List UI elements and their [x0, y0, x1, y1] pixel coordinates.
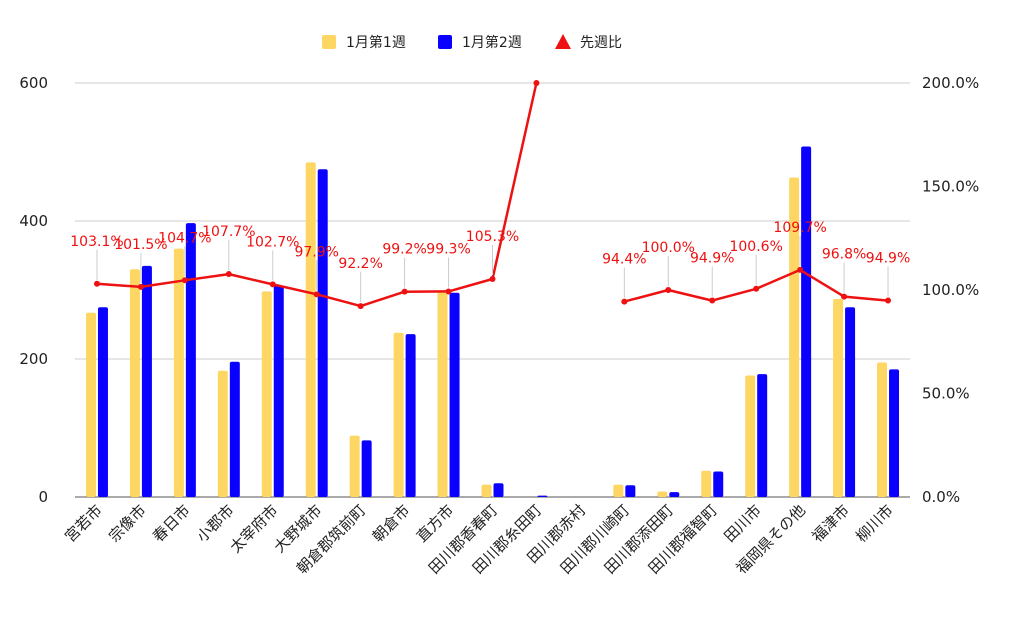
ratio-point: [269, 281, 276, 288]
bar-week2: [493, 483, 504, 497]
ratio-data-label: 99.3%: [426, 241, 470, 257]
category-label: 福津市: [808, 501, 853, 546]
bar-week1: [481, 484, 492, 497]
category-label: 太宰府市: [226, 501, 281, 556]
legend-label: 先週比: [580, 35, 622, 51]
y-right-tick-label: 0.0%: [922, 488, 960, 506]
ratio-data-label: 100.6%: [729, 239, 782, 255]
ratio-data-label: 99.2%: [382, 242, 426, 258]
bar-week2: [405, 334, 416, 497]
ratio-point: [885, 297, 892, 304]
bar-week2: [801, 146, 812, 498]
y-left-tick-label: 400: [19, 212, 48, 230]
ratio-point: [181, 277, 188, 284]
bar-week1: [261, 291, 272, 497]
ratio-point: [137, 283, 144, 290]
legend-triangle-marker: [555, 34, 571, 49]
ratio-point: [357, 303, 364, 310]
bar-week1: [613, 484, 624, 497]
ratio-point: [841, 293, 848, 300]
legend-label: 1月第1週: [346, 34, 406, 51]
bar-week2: [361, 440, 372, 497]
bar-week1: [85, 312, 96, 497]
legend-square-marker: [438, 35, 452, 49]
bar-week1: [657, 491, 668, 497]
ratio-point: [797, 266, 804, 273]
ratio-point: [489, 276, 496, 283]
bar-week2: [229, 361, 240, 497]
legend-square-marker: [322, 35, 336, 49]
y-right-tick-label: 100.0%: [922, 281, 979, 299]
bar-week1: [393, 332, 404, 497]
y-right-tick-label: 150.0%: [922, 178, 979, 196]
bar-week2: [757, 374, 768, 497]
bar-week2: [185, 223, 196, 497]
bar-week1: [129, 269, 140, 497]
bar-week1: [877, 362, 888, 497]
category-label: 柳川市: [852, 501, 897, 546]
bar-week2: [713, 471, 724, 497]
bar-week2: [537, 495, 548, 497]
ratio-data-label: 96.8%: [822, 247, 866, 263]
ratio-data-label: 94.9%: [866, 251, 910, 267]
legend-label: 1月第2週: [462, 34, 522, 51]
ratio-point: [313, 291, 320, 298]
ratio-data-label: 94.4%: [602, 252, 646, 268]
bar-week2: [669, 492, 680, 497]
ratio-point: [753, 285, 760, 292]
ratio-data-label: 104.7%: [158, 230, 211, 246]
bar-week2: [273, 285, 284, 497]
bar-week1: [437, 291, 448, 497]
bar-week1: [789, 177, 800, 497]
bar-week1: [745, 375, 756, 497]
ratio-data-label: 107.7%: [202, 224, 255, 240]
y-left-tick-label: 600: [19, 74, 48, 92]
ratio-data-label: 101.5%: [114, 237, 167, 253]
bar-week2: [97, 307, 108, 497]
bar-week2: [625, 485, 636, 497]
category-label: 宮若市: [61, 501, 106, 546]
ratio-point: [225, 271, 232, 278]
bar-week1: [217, 370, 228, 497]
ratio-data-label: 109.7%: [773, 220, 826, 236]
ratio-data-label: 103.1%: [70, 234, 123, 250]
y-right-tick-label: 200.0%: [922, 74, 979, 92]
bar-week1: [349, 435, 360, 497]
ratio-point: [445, 288, 452, 295]
ratio-point: [533, 80, 540, 86]
ratio-point: [665, 287, 672, 293]
ratio-data-label: 100.0%: [642, 240, 695, 256]
bar-week1: [305, 162, 316, 497]
y-left-tick-label: 0: [38, 488, 48, 506]
bar-week1: [833, 298, 844, 497]
ratio-data-label: 105.3%: [466, 229, 519, 245]
category-label: 宗像市: [105, 501, 150, 546]
ratio-point: [621, 298, 628, 305]
ratio-data-label: 97.9%: [294, 244, 338, 260]
ratio-data-label: 102.7%: [246, 234, 299, 250]
ratio-data-label: 94.9%: [690, 251, 734, 267]
category-label: 春日市: [149, 501, 194, 546]
bar-week2: [317, 169, 328, 497]
ratio-point: [93, 280, 100, 287]
bar-week1: [701, 470, 712, 497]
bar-week2: [141, 265, 152, 497]
ratio-data-label: 92.2%: [338, 256, 382, 272]
ratio-point: [401, 288, 408, 295]
bar-week2: [889, 369, 900, 497]
bar-week1: [173, 248, 184, 497]
bar-week2: [845, 307, 856, 497]
y-left-tick-label: 200: [19, 350, 48, 368]
category-label: 朝倉市: [369, 501, 414, 546]
bar-week2: [449, 292, 460, 497]
y-right-tick-label: 50.0%: [922, 385, 970, 403]
ratio-point: [709, 297, 716, 304]
